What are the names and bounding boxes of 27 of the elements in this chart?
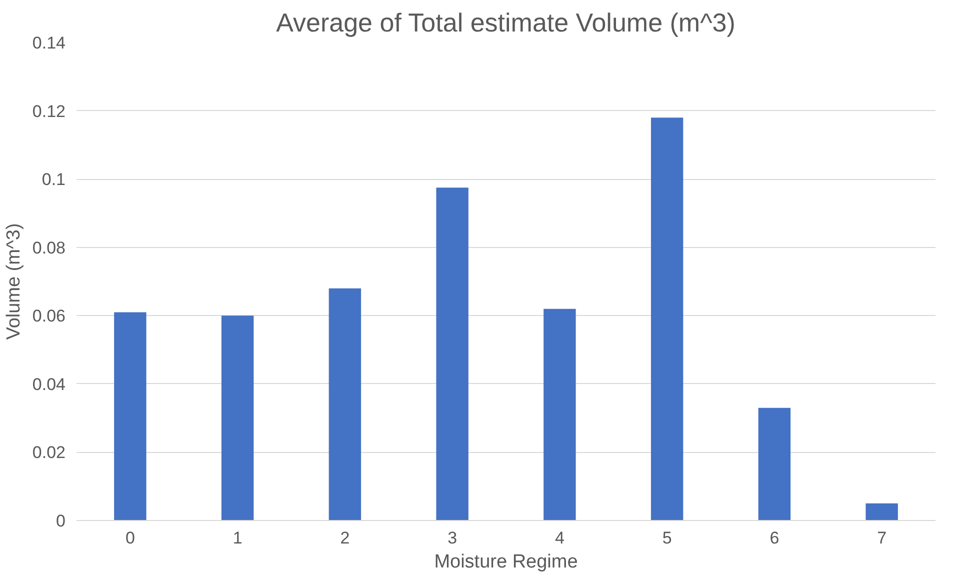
y-axis-title: Volume (m^3) [3,223,24,340]
x-tick-label: 5 [662,528,672,548]
y-tick-label: 0.02 [32,443,66,462]
bar [544,308,576,520]
y-tick-label: 0.12 [32,102,66,121]
bar [221,316,254,520]
x-tick-label: 1 [232,528,242,548]
x-tick-label: 2 [340,528,350,548]
y-tick-label: 0 [56,512,66,530]
chart-title: Average of Total estimate Volume (m^3) [276,8,736,38]
bar [328,288,362,520]
x-axis-title: Moisture Regime [434,552,578,572]
y-tick-label: 0.06 [32,306,66,326]
bar [650,118,684,520]
bar [114,312,146,520]
x-tick-label: 6 [770,528,780,548]
bar [758,408,791,520]
x-tick-label: 0 [125,528,135,548]
y-tick-label: 0.08 [32,238,66,258]
x-tick-label: 4 [554,528,564,548]
y-tick-label: 0.1 [42,170,66,190]
y-tick-label: 0.04 [32,374,66,394]
y-tick-label: 0.14 [32,34,66,52]
bar [436,188,468,520]
x-tick-label: 3 [448,528,458,548]
bar [866,503,898,520]
x-tick-label: 7 [877,528,887,548]
